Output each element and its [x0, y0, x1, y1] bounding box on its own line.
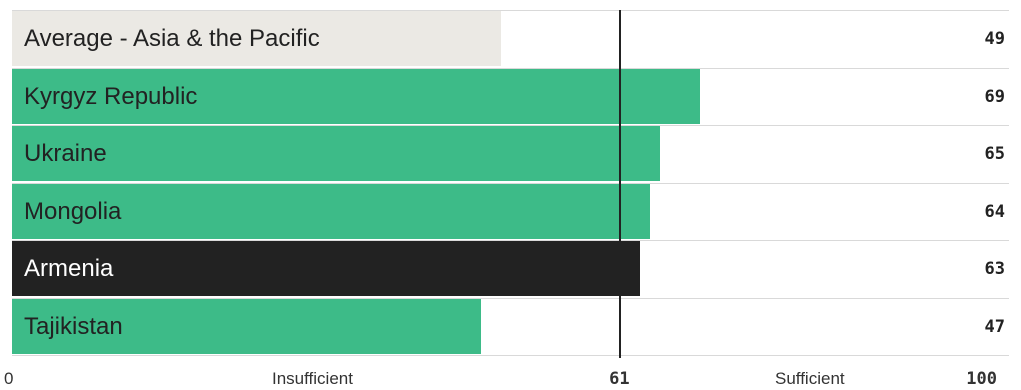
insufficient-zone-label: Insufficient — [272, 369, 353, 388]
bar-category-label: Armenia — [24, 255, 114, 282]
bar-row: Kyrgyz Republic 69 — [12, 67, 1009, 124]
sufficient-zone-label: Sufficient — [775, 369, 845, 388]
bar-row: Armenia 63 — [12, 240, 1009, 296]
bar — [12, 68, 700, 124]
bar-row: Average - Asia & the Pacific 49 — [12, 10, 1009, 66]
bar-value-label: 69 — [984, 86, 1005, 107]
bar-row: Tajikistan 47 — [12, 297, 1009, 354]
bar-value-label: 65 — [984, 144, 1005, 164]
bar-value-label: 63 — [984, 259, 1005, 279]
bar-value-label: 47 — [984, 316, 1005, 337]
bar-value-label: 64 — [984, 201, 1005, 222]
bar-category-label: Average - Asia & the Pacific — [24, 25, 320, 52]
bar — [12, 11, 501, 66]
bar — [12, 183, 651, 239]
threshold-value-label: 61 — [609, 369, 630, 389]
bar-value-label: 49 — [984, 29, 1005, 49]
chart-baseline — [12, 355, 1009, 356]
bar-row: Ukraine 65 — [12, 125, 1009, 181]
bar — [12, 241, 641, 296]
threshold-line — [619, 10, 622, 358]
bar-category-label: Tajikistan — [24, 312, 123, 340]
bar-row: Mongolia 64 — [12, 182, 1009, 239]
bar-category-label: Mongolia — [24, 197, 122, 225]
bar — [12, 298, 481, 354]
bar — [12, 126, 661, 181]
axis-max-label: 100 — [966, 369, 997, 389]
axis-min-label: 0 — [4, 369, 14, 388]
bar-category-label: Ukraine — [24, 140, 107, 167]
bar-category-label: Kyrgyz Republic — [24, 82, 198, 110]
